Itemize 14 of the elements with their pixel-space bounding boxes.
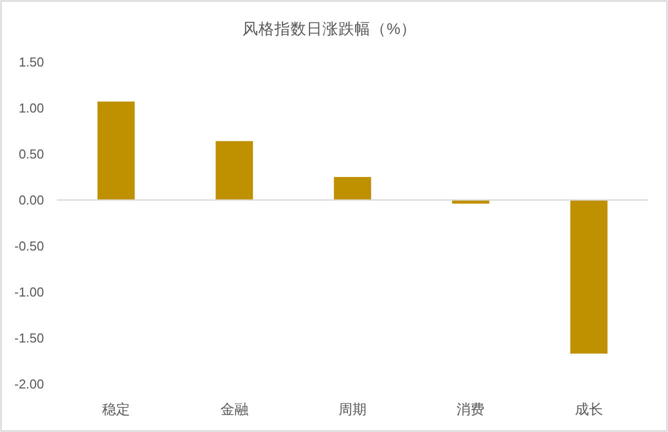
x-tick-label: 消费 — [456, 401, 485, 417]
y-tick-label: 1.50 — [18, 54, 44, 70]
x-tick-label: 稳定 — [102, 401, 130, 417]
y-tick-label: 0.50 — [18, 146, 44, 162]
y-tick-label: 0.00 — [18, 192, 44, 208]
y-tick-label: -0.50 — [14, 238, 44, 254]
y-tick-label: -2.00 — [14, 376, 44, 392]
x-tick-label: 成长 — [574, 401, 603, 417]
y-tick-label: -1.00 — [14, 284, 44, 300]
y-tick-label: -1.50 — [14, 330, 44, 346]
x-tick-label: 金融 — [220, 401, 248, 417]
chart-title: 风格指数日涨跌幅（%） — [242, 20, 416, 38]
y-tick-label: 1.00 — [18, 100, 44, 116]
x-tick-label: 周期 — [338, 401, 366, 417]
